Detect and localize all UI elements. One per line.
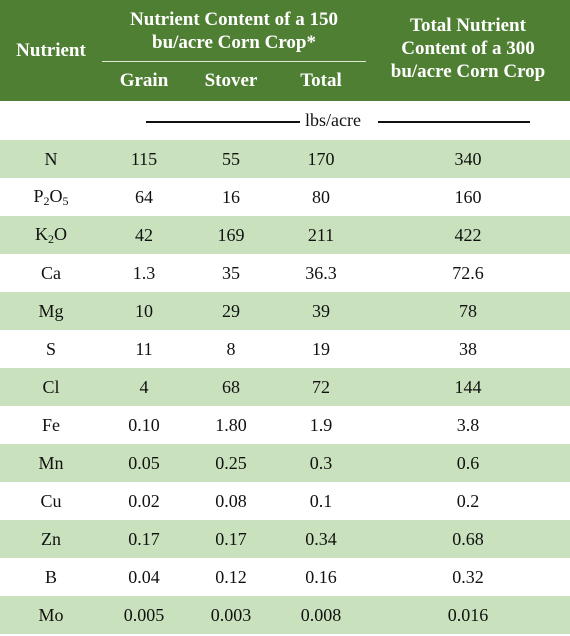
stover-value: 35 bbox=[222, 262, 240, 283]
stover-value: 29 bbox=[222, 300, 240, 321]
nutrient-name: Mn bbox=[38, 452, 64, 473]
grain-value: 0.04 bbox=[128, 566, 160, 587]
nutrient-name: Zn bbox=[41, 528, 61, 549]
grain-value: 0.10 bbox=[128, 414, 160, 435]
table-row: Fe 0.10 1.80 1.9 3.8 bbox=[0, 406, 570, 444]
nutrient-formula: P2O5 bbox=[33, 185, 69, 208]
total300-value: 38 bbox=[459, 338, 477, 359]
total300-value: 144 bbox=[454, 376, 482, 397]
table-row: Mn 0.05 0.25 0.3 0.6 bbox=[0, 444, 570, 482]
grain-value: 1.3 bbox=[132, 262, 156, 283]
total300-value: 340 bbox=[454, 148, 482, 169]
header-grain: Grain bbox=[119, 70, 169, 91]
header-300-line2: Content of a 300 bbox=[401, 38, 535, 59]
total300-value: 0.6 bbox=[456, 452, 480, 473]
table-row: K2O 42 169 211 422 bbox=[0, 216, 570, 254]
stover-value: 16 bbox=[222, 186, 240, 207]
nutrient-name: Fe bbox=[42, 414, 60, 435]
total-value: 36.3 bbox=[305, 262, 337, 283]
table-row: Zn 0.17 0.17 0.34 0.68 bbox=[0, 520, 570, 558]
stover-value: 0.003 bbox=[210, 604, 252, 625]
units-row: lbs/acre bbox=[0, 101, 570, 140]
stover-value: 0.25 bbox=[215, 452, 247, 473]
total-value: 211 bbox=[307, 224, 335, 245]
total300-value: 0.2 bbox=[456, 490, 480, 511]
total-value: 0.1 bbox=[309, 490, 333, 511]
nutrient-name: S bbox=[45, 338, 56, 359]
nutrient-name: P2O5 bbox=[0, 178, 102, 216]
nutrient-name: Mo bbox=[38, 604, 64, 625]
total-value: 1.9 bbox=[309, 414, 333, 435]
total-value: 72 bbox=[312, 376, 330, 397]
total300-value: 0.32 bbox=[452, 566, 484, 587]
header-stover: Stover bbox=[204, 70, 258, 91]
header-nutrient: Nutrient bbox=[16, 39, 86, 61]
grain-value: 11 bbox=[135, 338, 153, 359]
stover-value: 0.08 bbox=[215, 490, 247, 511]
nutrient-name: K2O bbox=[0, 216, 102, 254]
header-300-line3: bu/acre Corn Crop bbox=[390, 61, 546, 82]
nutrient-name: Cu bbox=[40, 490, 62, 511]
total-value: 0.34 bbox=[305, 528, 337, 549]
grain-value: 64 bbox=[135, 186, 153, 207]
table-row: S 11 8 19 38 bbox=[0, 330, 570, 368]
grain-value: 4 bbox=[139, 376, 149, 397]
nutrient-formula: K2O bbox=[35, 223, 67, 246]
stover-value: 0.12 bbox=[215, 566, 247, 587]
grain-value: 42 bbox=[135, 224, 153, 245]
stover-value: 68 bbox=[222, 376, 240, 397]
header-total: Total bbox=[300, 70, 342, 91]
total300-value: 78 bbox=[459, 300, 477, 321]
table-row: Cu 0.02 0.08 0.1 0.2 bbox=[0, 482, 570, 520]
grain-value: 0.02 bbox=[128, 490, 160, 511]
stover-value: 0.17 bbox=[215, 528, 247, 549]
grain-value: 10 bbox=[135, 300, 153, 321]
total-value: 80 bbox=[312, 186, 330, 207]
total300-value: 72.6 bbox=[452, 262, 484, 283]
grain-value: 0.17 bbox=[128, 528, 160, 549]
table-row: Ca 1.3 35 36.3 72.6 bbox=[0, 254, 570, 292]
table-row: B 0.04 0.12 0.16 0.32 bbox=[0, 558, 570, 596]
total300-value: 0.68 bbox=[452, 528, 484, 549]
grain-value: 0.005 bbox=[123, 604, 165, 625]
total300-value: 0.016 bbox=[447, 604, 489, 625]
units-label: lbs/acre bbox=[301, 110, 365, 131]
units-line-left bbox=[146, 121, 300, 123]
stover-value: 1.80 bbox=[215, 414, 247, 435]
total300-value: 160 bbox=[454, 186, 482, 207]
table-header: Nutrient Nutrient Content of a 150 bu/ac… bbox=[0, 0, 570, 101]
header-300-line1: Total Nutrient bbox=[410, 15, 526, 36]
units-line-right bbox=[378, 121, 530, 123]
total-value: 19 bbox=[312, 338, 330, 359]
total300-value: 422 bbox=[454, 224, 482, 245]
nutrient-name: B bbox=[44, 566, 57, 587]
nutrient-name: Ca bbox=[41, 262, 61, 283]
total-value: 0.3 bbox=[309, 452, 333, 473]
grain-value: 115 bbox=[130, 148, 158, 169]
total-value: 0.16 bbox=[305, 566, 337, 587]
total-value: 170 bbox=[307, 148, 335, 169]
total-value: 0.008 bbox=[300, 604, 342, 625]
grain-value: 0.05 bbox=[128, 452, 160, 473]
total-value: 39 bbox=[312, 300, 330, 321]
nutrient-name: N bbox=[44, 148, 58, 169]
table-row: Mo 0.005 0.003 0.008 0.016 bbox=[0, 596, 570, 634]
table-row: Cl 4 68 72 144 bbox=[0, 368, 570, 406]
table-row: P2O5 64 16 80 160 bbox=[0, 178, 570, 216]
header-150-line1: Nutrient Content of a 150 bbox=[130, 9, 338, 30]
header-300-total: Total Nutrient Content of a 300 bu/acre … bbox=[366, 14, 570, 83]
table-row: Mg 10 29 39 78 bbox=[0, 292, 570, 330]
total300-value: 3.8 bbox=[456, 414, 480, 435]
nutrient-name: Mg bbox=[38, 300, 64, 321]
stover-value: 169 bbox=[217, 224, 245, 245]
nutrient-name: Cl bbox=[42, 376, 60, 397]
header-150-group: Nutrient Content of a 150 bu/acre Corn C… bbox=[102, 8, 366, 54]
header-group-divider bbox=[102, 61, 366, 62]
stover-value: 55 bbox=[222, 148, 240, 169]
header-150-line2: bu/acre Corn Crop* bbox=[152, 32, 316, 53]
table-row: N 115 55 170 340 bbox=[0, 140, 570, 178]
stover-value: 8 bbox=[226, 338, 236, 359]
